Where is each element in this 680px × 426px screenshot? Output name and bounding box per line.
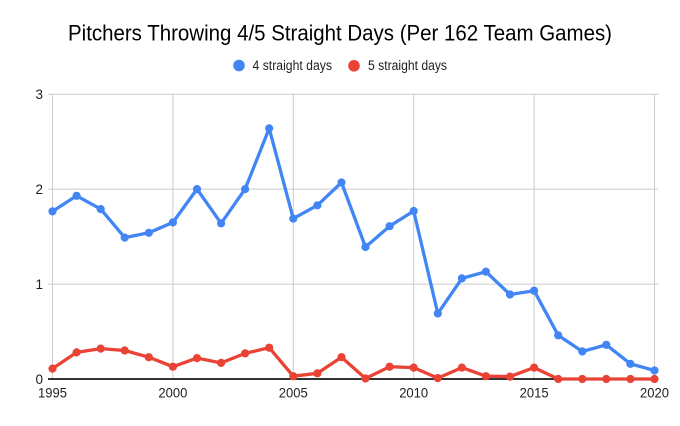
svg-text:2000: 2000	[158, 385, 187, 400]
svg-text:1995: 1995	[38, 385, 67, 400]
svg-text:2005: 2005	[279, 385, 308, 400]
svg-text:4 straight days: 4 straight days	[253, 58, 333, 73]
svg-text:3: 3	[35, 87, 43, 102]
svg-text:0: 0	[35, 372, 43, 387]
svg-text:2010: 2010	[399, 385, 428, 400]
svg-text:5 straight days: 5 straight days	[368, 58, 447, 73]
svg-text:1: 1	[35, 277, 43, 292]
svg-text:2: 2	[35, 182, 43, 197]
svg-text:2020: 2020	[640, 385, 669, 400]
svg-text:Pitchers Throwing 4/5 Straight: Pitchers Throwing 4/5 Straight Days (Per…	[68, 21, 612, 46]
svg-text:2015: 2015	[520, 385, 549, 400]
